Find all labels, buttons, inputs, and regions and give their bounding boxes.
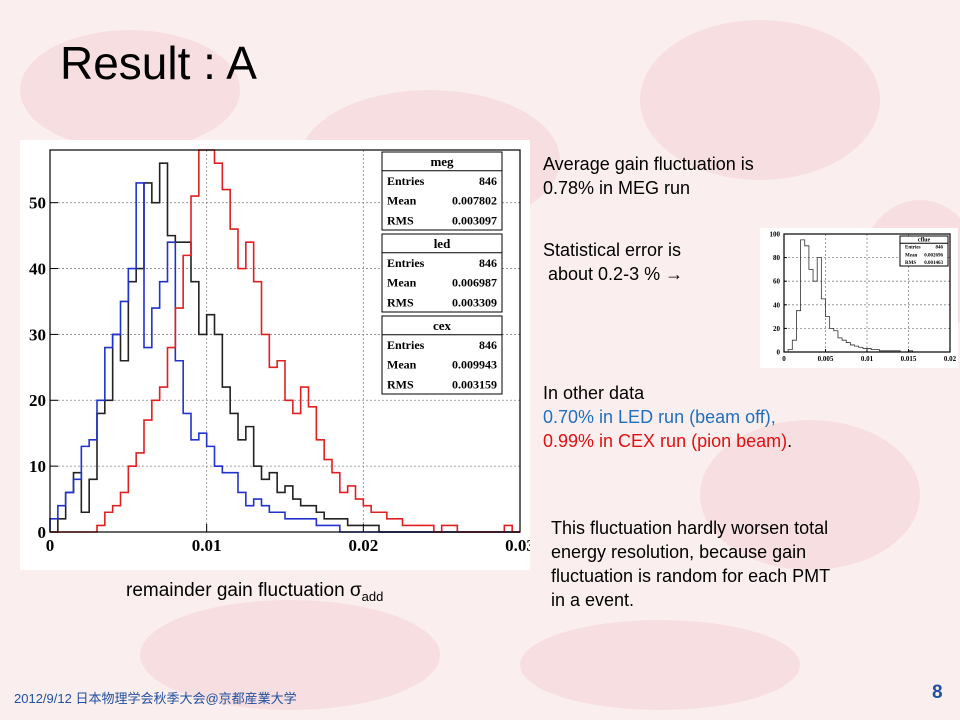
y-tick-label: 50 xyxy=(29,194,46,213)
stats-box-meg xyxy=(381,151,503,231)
stats-label-mean: Mean xyxy=(387,194,417,208)
y-tick-label: 20 xyxy=(29,391,46,410)
other-data-text: In other data 0.70% in LED run (beam off… xyxy=(543,381,792,453)
stats-label-mean: Mean xyxy=(387,276,417,290)
y-tick-label: 60 xyxy=(773,278,781,286)
note-line-1: This fluctuation hardly worsen total xyxy=(551,518,829,538)
stats-box-led xyxy=(381,233,503,313)
y-tick-label: 80 xyxy=(773,254,781,262)
x-tick-label: 0.01 xyxy=(861,355,874,363)
x-axis-title-main: remainder gain fluctuation σ xyxy=(126,580,362,601)
stats-box-title: cflue xyxy=(918,237,931,243)
stats-value-rms: 0.003309 xyxy=(452,295,497,309)
average-line-1: Average gain fluctuation is xyxy=(543,154,754,174)
stats-value-entries: 846 xyxy=(936,246,944,251)
statistical-error-text: Statistical error is about 0.2-3 % → xyxy=(543,238,683,286)
stats-value-entries: 846 xyxy=(479,338,497,352)
main-histogram-svg: 0 0.01 0.02 0.03 0 10 20 30 40 50 meg Entries 846 Mea… xyxy=(29,149,535,555)
y-tick-label: 100 xyxy=(770,230,781,238)
x-tick-label: 0.015 xyxy=(901,355,917,363)
plot-frame xyxy=(49,149,521,533)
stats-value-mean: 0.006987 xyxy=(452,276,497,290)
note-text: This fluctuation hardly worsen total ene… xyxy=(551,516,830,612)
other-data-cex: 0.99% in CEX run (pion beam) xyxy=(543,431,788,451)
x-tick-label: 0 xyxy=(46,536,55,555)
x-axis-title: remainder gain fluctuation σadd xyxy=(126,580,383,604)
stats-value-mean: 0.002696 xyxy=(924,253,943,258)
y-tick-label: 10 xyxy=(29,457,46,476)
stats-label-rms: RMS xyxy=(387,213,414,227)
x-tick-label: 0.02 xyxy=(348,536,378,555)
histogram-series-cflue xyxy=(784,239,950,353)
stats-value-rms: 0.003159 xyxy=(452,377,497,391)
stats-label-mean: Mean xyxy=(905,253,917,258)
note-line-2: energy resolution, because gain xyxy=(551,542,807,562)
other-data-led: 0.70% in LED run (beam off), xyxy=(543,407,776,427)
stats-label-entries: Entries xyxy=(387,256,425,270)
stats-value-mean: 0.009943 xyxy=(452,358,497,372)
stats-label-rms: RMS xyxy=(905,261,916,266)
stats-box-title: led xyxy=(434,236,451,251)
stat-line-2: about 0.2-3 % → xyxy=(543,264,684,284)
stats-value-mean: 0.007802 xyxy=(452,194,497,208)
x-tick-label: 0 xyxy=(782,355,786,363)
note-line-3: fluctuation is random for each PMT xyxy=(551,566,831,586)
stats-label-rms: RMS xyxy=(387,377,414,391)
slide-title: Result : A xyxy=(60,37,257,89)
x-tick-label: 0.01 xyxy=(192,536,222,555)
x-tick-label: 0.005 xyxy=(818,355,834,363)
stats-box-title: meg xyxy=(430,154,454,169)
stats-label-entries: Entries xyxy=(905,246,921,251)
footer-text: 2012/9/12 日本物理学会秋季大会@京都産業大学 xyxy=(14,691,297,706)
stats-box-title: cex xyxy=(433,318,452,333)
y-tick-label: 20 xyxy=(773,325,781,333)
stats-box-cex xyxy=(381,315,503,395)
stats-label-entries: Entries xyxy=(387,174,425,188)
stats-label-mean: Mean xyxy=(387,358,417,372)
histogram-series-cex xyxy=(50,149,520,533)
stat-line-1: Statistical error is xyxy=(543,240,682,260)
inset-histogram-svg: 0 0.005 0.01 0.015 0.02 0 20 40 60 80 100 cflue Entr… xyxy=(770,230,957,363)
other-data-heading: In other data xyxy=(543,383,645,403)
stats-value-entries: 846 xyxy=(479,256,497,270)
main-histogram: 0 0.01 0.02 0.03 0 10 20 30 40 50 meg Entries 846 Mea… xyxy=(20,140,535,570)
stats-value-rms: 0.003097 xyxy=(452,213,497,227)
stats-label-rms: RMS xyxy=(387,295,414,309)
y-tick-label: 40 xyxy=(773,301,781,309)
stats-value-entries: 846 xyxy=(479,174,497,188)
stats-label-entries: Entries xyxy=(387,338,425,352)
note-line-4: in a event. xyxy=(551,590,635,610)
other-data-period: . xyxy=(787,431,793,451)
y-tick-label: 0 xyxy=(777,348,781,356)
page-number: 8 xyxy=(932,682,943,703)
stats-box-cflue xyxy=(899,235,949,267)
y-tick-label: 30 xyxy=(29,325,46,344)
y-tick-label: 40 xyxy=(29,260,46,279)
x-axis-title-subscript: add xyxy=(361,588,384,604)
x-tick-label: 0.02 xyxy=(944,355,957,363)
average-line-2: 0.78% in MEG run xyxy=(543,178,691,198)
x-tick-label: 0.03 xyxy=(505,536,530,555)
average-text: Average gain fluctuation is 0.78% in MEG… xyxy=(543,152,754,200)
y-tick-label: 0 xyxy=(38,523,47,542)
stats-value-rms: 0.001463 xyxy=(924,261,943,266)
inset-histogram: 0 0.005 0.01 0.015 0.02 0 20 40 60 80 100 cflue Entr… xyxy=(760,228,958,368)
